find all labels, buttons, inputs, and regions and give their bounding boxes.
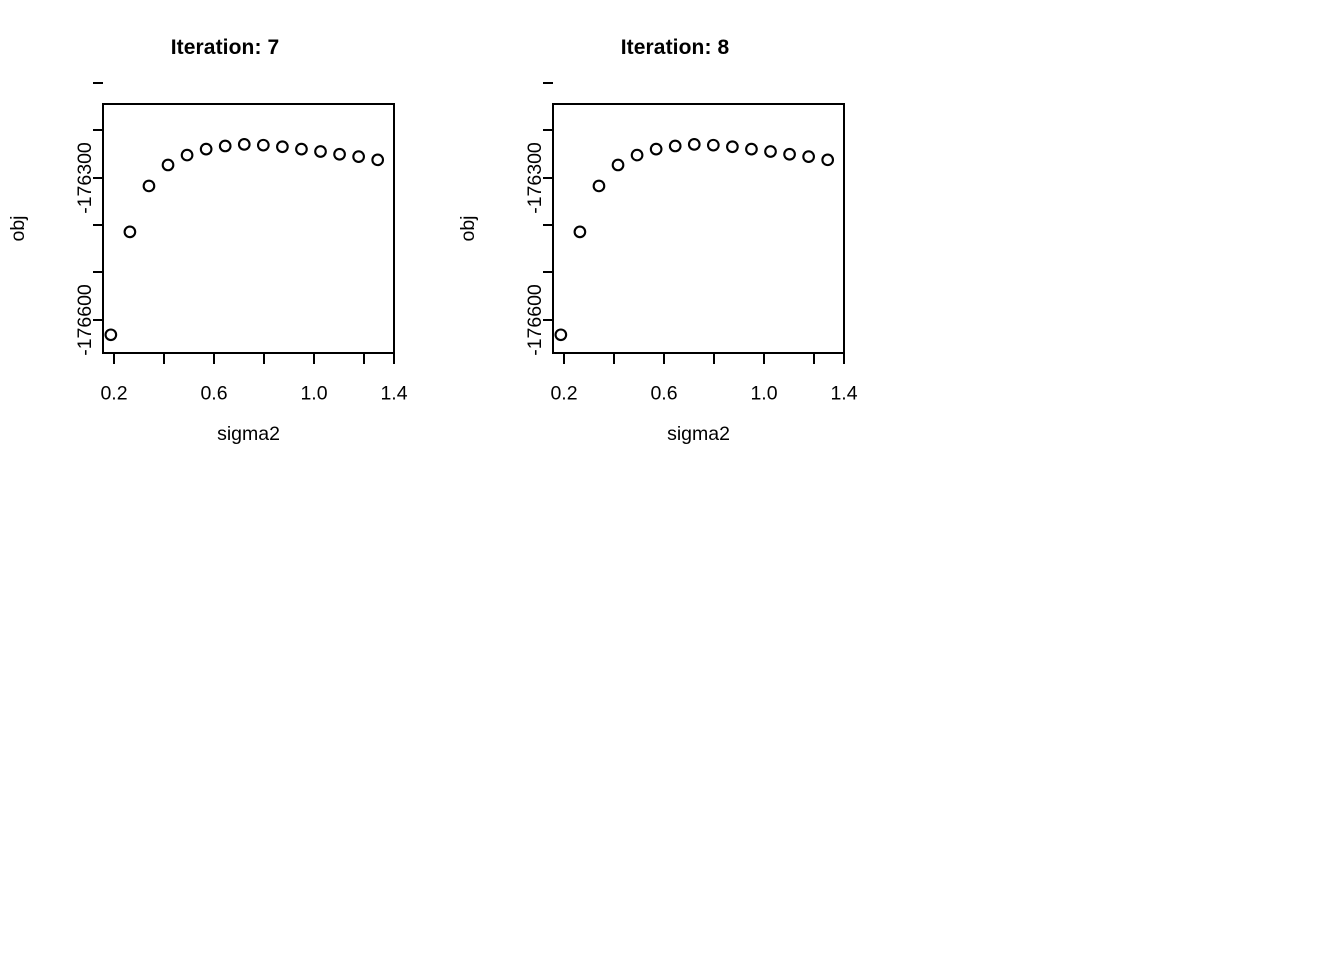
data-point xyxy=(104,328,118,342)
data-point xyxy=(199,142,213,156)
data-point xyxy=(142,179,156,193)
data-point xyxy=(276,140,289,154)
x-axis-tick-label: 0.6 xyxy=(200,383,227,405)
x-axis-tick-label: 1.0 xyxy=(750,383,777,405)
y-axis-tick-label: -176300 xyxy=(74,142,96,214)
data-point xyxy=(573,225,587,239)
data-point xyxy=(802,150,815,163)
plot-box-frame xyxy=(101,102,396,355)
data-point xyxy=(256,138,270,152)
y-axis-title: obj xyxy=(7,215,29,241)
x-axis-title: sigma2 xyxy=(217,423,280,445)
scatter-plot-iteration-8: -176300 -176600 0.2 0.6 1.0 1.4 sigma2 obj xyxy=(457,81,858,445)
data-point xyxy=(592,179,606,193)
data-point-group xyxy=(104,138,385,342)
data-point xyxy=(371,153,385,167)
scatter-plot-iteration-7: -176300 -176600 0.2 0.6 1.0 1.4 sigma2 obj xyxy=(7,81,408,445)
plot-box-frame xyxy=(551,102,846,355)
plot-panel-iteration-7: Iteration: 7 -176300 -176600 0.2 0.6 1.0 1.4 s… xyxy=(0,0,450,480)
panel-title: Iteration: 8 xyxy=(620,36,730,59)
data-point xyxy=(295,142,308,156)
y-axis-tick-label: -176600 xyxy=(74,284,96,356)
data-point xyxy=(218,139,232,153)
x-axis-tick-label: 0.6 xyxy=(650,383,677,405)
data-point xyxy=(821,153,835,167)
data-point xyxy=(726,140,739,154)
data-point xyxy=(668,139,682,153)
plot-panel-iteration-8: Iteration: 8 -176300 -176600 0.2 0.6 1.0 1.4 s… xyxy=(450,0,900,480)
data-point xyxy=(649,142,663,156)
y-axis-tick-label: -176300 xyxy=(524,142,546,214)
data-point xyxy=(745,142,758,156)
x-axis-title: sigma2 xyxy=(667,423,730,445)
x-axis-tick-label: 1.4 xyxy=(380,383,407,405)
x-axis-tick-label: 0.2 xyxy=(550,383,577,405)
data-point xyxy=(783,147,796,161)
data-point xyxy=(764,145,777,158)
data-point xyxy=(630,148,644,162)
data-point xyxy=(706,138,720,152)
panel-title: Iteration: 7 xyxy=(170,36,280,59)
data-point-group xyxy=(554,138,835,342)
x-axis-tick-label: 1.4 xyxy=(830,383,857,405)
data-point xyxy=(180,148,194,162)
data-point xyxy=(352,150,365,163)
data-point xyxy=(161,158,175,172)
x-axis-tick-label: 0.2 xyxy=(100,383,127,405)
y-axis-tick-label: -176600 xyxy=(524,284,546,356)
data-point xyxy=(237,138,251,151)
data-point xyxy=(314,145,327,158)
data-point xyxy=(123,225,137,239)
y-axis-title: obj xyxy=(457,215,479,241)
data-point xyxy=(333,147,346,161)
x-axis-tick-label: 1.0 xyxy=(300,383,327,405)
data-point xyxy=(554,328,568,342)
data-point xyxy=(687,138,701,151)
data-point xyxy=(611,158,625,172)
